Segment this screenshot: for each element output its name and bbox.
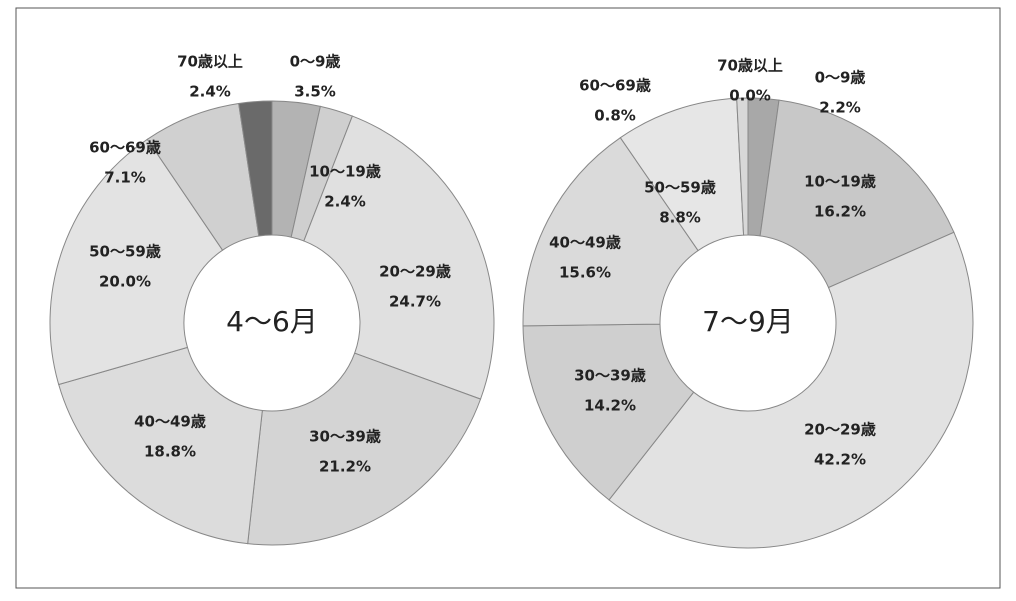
value-label: 7.1% xyxy=(104,169,146,187)
value-label: 18.8% xyxy=(144,443,196,461)
value-label: 42.2% xyxy=(814,451,866,469)
value-label: 0.8% xyxy=(594,107,636,125)
slice-label: 40〜49歳 xyxy=(134,413,206,431)
value-label: 8.8% xyxy=(659,209,701,227)
slice xyxy=(58,346,263,545)
slice-label: 10〜19歳 xyxy=(804,173,876,191)
slice xyxy=(247,352,482,546)
value-label: 15.6% xyxy=(559,264,611,282)
center-title: 7〜9月 xyxy=(702,305,794,338)
slice xyxy=(759,99,955,289)
value-label: 3.5% xyxy=(294,83,336,101)
slice-label: 60〜69歳 xyxy=(89,139,161,157)
slice xyxy=(522,137,699,327)
slice-label: 50〜59歳 xyxy=(89,243,161,261)
slice xyxy=(49,138,224,386)
value-label: 14.2% xyxy=(584,397,636,415)
value-label: 20.0% xyxy=(99,273,151,291)
slice-label: 20〜29歳 xyxy=(379,263,451,281)
slice xyxy=(303,115,495,400)
value-label: 24.7% xyxy=(389,293,441,311)
value-label: 21.2% xyxy=(319,458,371,476)
slice-label: 40〜49歳 xyxy=(549,234,621,252)
slice-label: 50〜59歳 xyxy=(644,179,716,197)
value-label: 2.4% xyxy=(324,193,366,211)
slice-label: 30〜39歳 xyxy=(574,367,646,385)
slice-label: 60〜69歳 xyxy=(579,77,651,95)
slice-label: 30〜39歳 xyxy=(309,428,381,446)
value-label: 0.0% xyxy=(729,87,771,105)
value-label: 2.2% xyxy=(819,99,861,117)
center-title: 4〜6月 xyxy=(226,305,318,338)
slice-label: 70歳以上 xyxy=(177,53,243,71)
slice-label: 0〜9歳 xyxy=(290,53,341,71)
slice xyxy=(522,323,695,501)
value-label: 2.4% xyxy=(189,83,231,101)
slice xyxy=(608,231,974,549)
value-label: 16.2% xyxy=(814,203,866,221)
slice-label: 10〜19歳 xyxy=(309,163,381,181)
slice-label: 70歳以上 xyxy=(717,57,783,75)
slice xyxy=(238,100,273,237)
slice-label: 20〜29歳 xyxy=(804,421,876,439)
slice-label: 0〜9歳 xyxy=(815,69,866,87)
